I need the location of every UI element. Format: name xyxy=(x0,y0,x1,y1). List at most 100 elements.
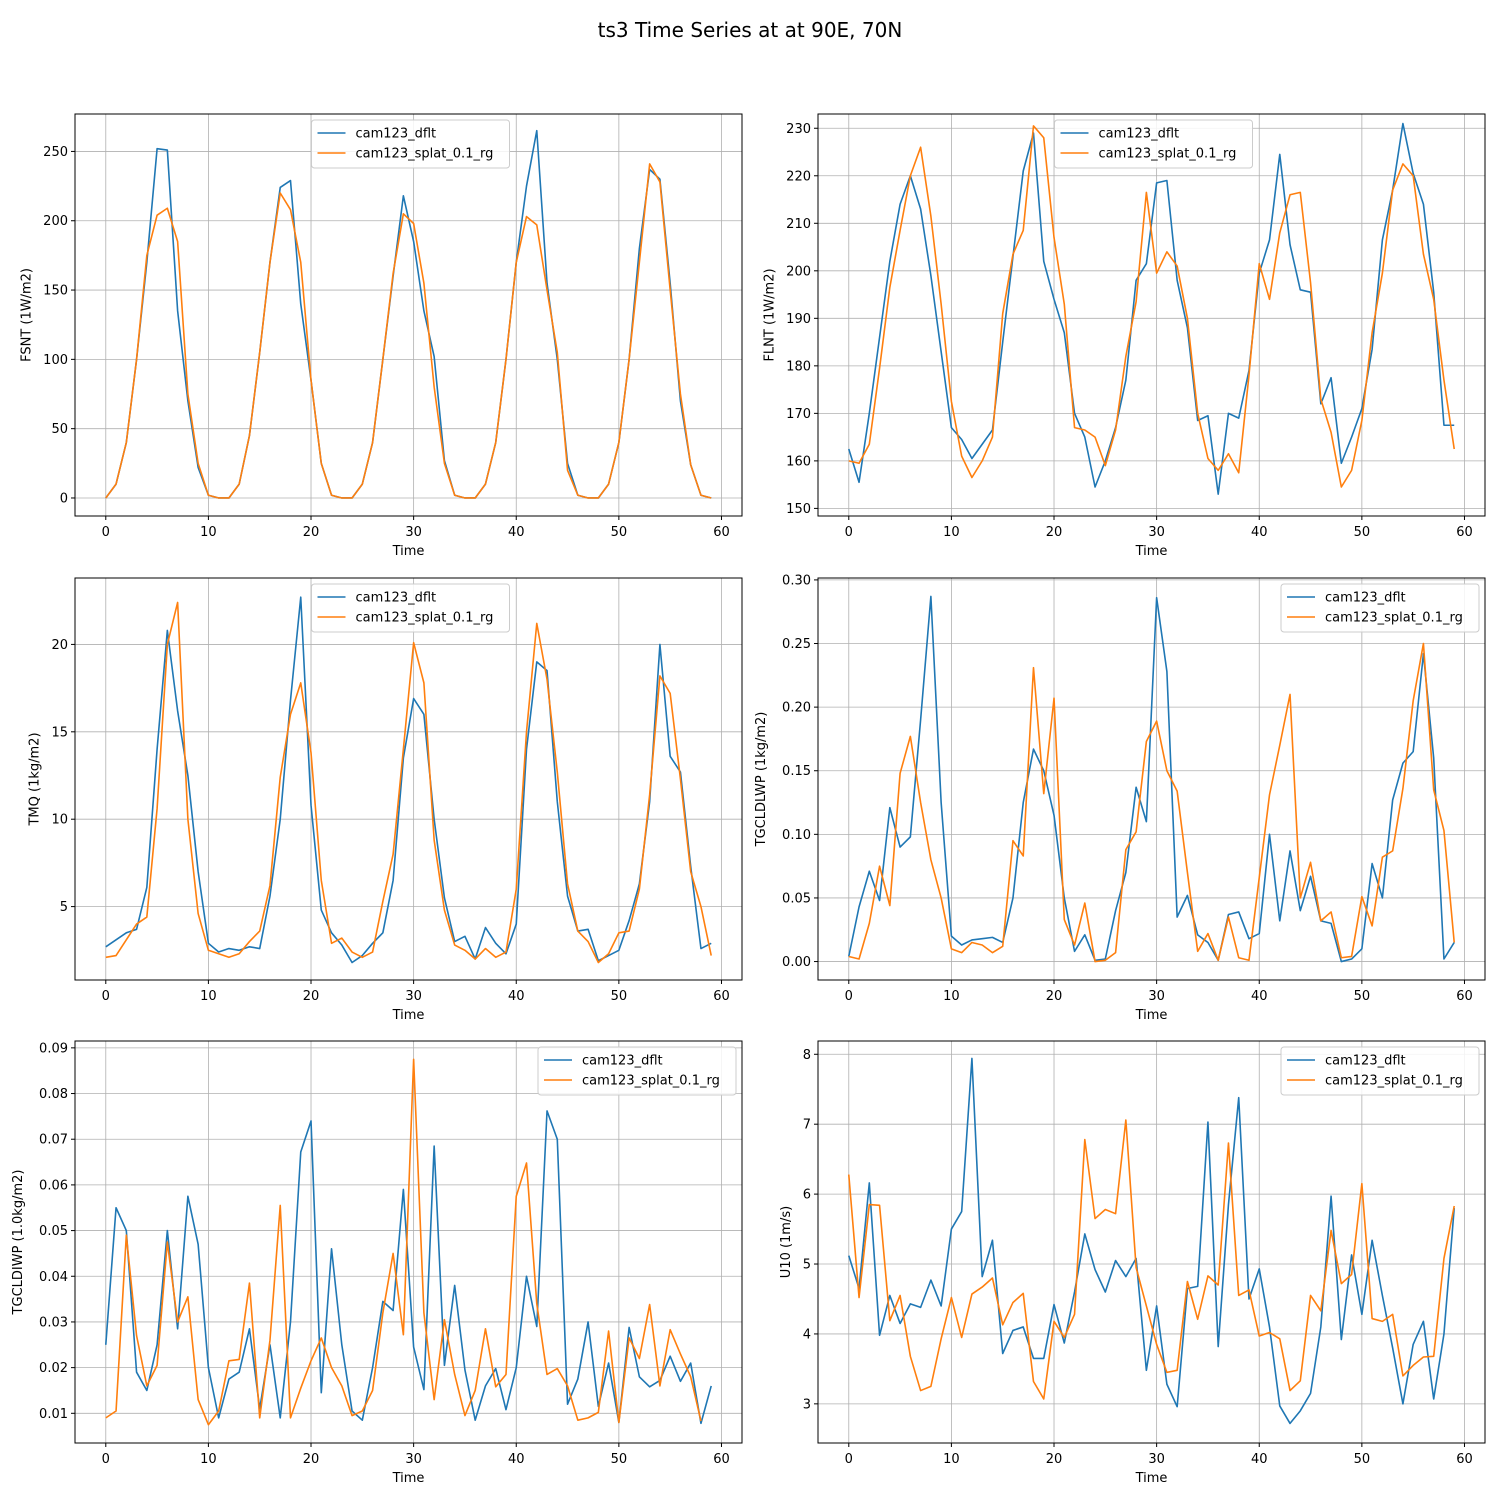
series-line-splat xyxy=(105,601,713,964)
x-tick-label: 50 xyxy=(611,989,628,1004)
series-line-splat xyxy=(105,163,712,499)
x-tick-label: 50 xyxy=(611,525,628,540)
y-tick-label: 0.09 xyxy=(39,1041,68,1056)
y-tick-label: 210 xyxy=(786,217,811,232)
x-tick-label: 50 xyxy=(611,1452,628,1467)
x-tick-label: 30 xyxy=(1148,1452,1165,1467)
axes-frame xyxy=(817,1040,1486,1444)
subplot-1: 0 10 20 30 40 50 60 0 50 100 150 200 250 Time FSNT (1W… xyxy=(19,113,743,559)
legend-label-dflt: cam123_dflt xyxy=(356,591,437,606)
x-tick-label: 60 xyxy=(713,1452,730,1467)
x-axis-label: Time xyxy=(392,1471,425,1486)
x-axis-label: Time xyxy=(392,544,425,559)
x-tick-label: 20 xyxy=(303,989,320,1004)
x-tick-label: 0 xyxy=(845,989,853,1004)
x-tick-label: 40 xyxy=(508,989,525,1004)
y-tick-label: 230 xyxy=(786,122,811,137)
legend-label-dflt: cam123_dflt xyxy=(1099,127,1180,142)
x-tick-label: 40 xyxy=(508,525,525,540)
x-axis-label: Time xyxy=(392,1008,425,1023)
axes-frame xyxy=(74,113,743,517)
subplot-3: 0 10 20 30 40 50 60 5 10 15 20 Time TMQ (1kg/m2) cam1… xyxy=(28,577,743,1023)
legend: cam123_dflt cam123_splat_0.1_rg xyxy=(1054,119,1253,169)
x-tick-label: 10 xyxy=(200,1452,217,1467)
y-tick-label: 0.30 xyxy=(782,573,811,588)
y-tick-label: 0.03 xyxy=(39,1315,68,1330)
y-tick-label: 0 xyxy=(60,491,68,506)
x-tick-label: 30 xyxy=(405,1452,422,1467)
y-tick-label: 170 xyxy=(786,407,811,422)
legend: cam123_dflt cam123_splat_0.1_rg xyxy=(311,583,510,633)
y-tick-label: 7 xyxy=(803,1118,811,1133)
y-tick-label: 0.02 xyxy=(39,1361,68,1376)
y-tick-label: 5 xyxy=(803,1258,811,1273)
y-tick-label: 6 xyxy=(803,1188,811,1203)
x-tick-label: 50 xyxy=(1354,525,1371,540)
axes-frame xyxy=(74,577,743,981)
x-tick-label: 20 xyxy=(303,1452,320,1467)
y-tick-label: 150 xyxy=(43,284,68,299)
legend-label-dflt: cam123_dflt xyxy=(356,127,437,142)
legend-label-splat: cam123_splat_0.1_rg xyxy=(356,611,494,626)
y-tick-label: 0.04 xyxy=(39,1270,68,1285)
y-tick-label: 180 xyxy=(786,359,811,374)
legend-label-splat: cam123_splat_0.1_rg xyxy=(356,147,494,162)
x-tick-label: 10 xyxy=(943,989,960,1004)
legend-label-dflt: cam123_dflt xyxy=(582,1054,663,1069)
series-line-dflt xyxy=(847,595,1455,963)
legend-label-dflt: cam123_dflt xyxy=(1325,591,1406,606)
subplot-5: 0 10 20 30 40 50 60 0.01 0.02 0.03 0.04 0.05 0.06 0.0… xyxy=(11,1040,743,1486)
x-tick-label: 30 xyxy=(405,525,422,540)
series-line-dflt xyxy=(104,1110,712,1425)
y-axis-label: FSNT (1W/m2) xyxy=(19,268,34,362)
x-tick-label: 50 xyxy=(1354,1452,1371,1467)
legend-label-splat: cam123_splat_0.1_rg xyxy=(1325,1074,1463,1089)
x-tick-label: 10 xyxy=(943,1452,960,1467)
y-tick-label: 3 xyxy=(803,1397,811,1412)
y-tick-label: 100 xyxy=(43,353,68,368)
y-tick-label: 160 xyxy=(786,454,811,469)
series-line-splat xyxy=(848,125,1456,488)
x-tick-label: 40 xyxy=(1251,1452,1268,1467)
x-tick-label: 20 xyxy=(1046,525,1063,540)
legend-label-splat: cam123_splat_0.1_rg xyxy=(1099,147,1237,162)
legend-box xyxy=(537,1046,737,1096)
series-line-dflt xyxy=(105,596,712,964)
axes-frame xyxy=(817,577,1486,981)
series-line-splat xyxy=(848,642,1456,963)
y-tick-label: 0.05 xyxy=(782,891,811,906)
y-tick-label: 50 xyxy=(51,422,68,437)
legend-box xyxy=(1280,583,1480,633)
y-axis-label: U10 (1m/s) xyxy=(779,1206,794,1278)
subplot-2: 0 10 20 30 40 50 60 150 160 170 180 190 200 210 220 230… xyxy=(762,113,1486,559)
x-tick-label: 60 xyxy=(713,525,730,540)
legend-box xyxy=(1054,119,1253,169)
legend-box xyxy=(311,119,510,169)
y-tick-label: 0.20 xyxy=(782,701,811,716)
y-tick-label: 10 xyxy=(51,813,68,828)
x-tick-label: 60 xyxy=(1456,1452,1473,1467)
y-tick-label: 15 xyxy=(51,725,68,740)
x-tick-label: 20 xyxy=(1046,989,1063,1004)
x-tick-label: 30 xyxy=(405,989,422,1004)
y-tick-label: 220 xyxy=(786,169,811,184)
y-tick-label: 0.25 xyxy=(782,637,811,652)
x-tick-label: 10 xyxy=(200,525,217,540)
x-tick-label: 30 xyxy=(1148,989,1165,1004)
y-tick-label: 5 xyxy=(60,900,68,915)
legend: cam123_dflt cam123_splat_0.1_rg xyxy=(311,119,510,169)
x-tick-label: 50 xyxy=(1354,989,1371,1004)
legend: cam123_dflt cam123_splat_0.1_rg xyxy=(537,1046,737,1096)
y-tick-label: 200 xyxy=(43,214,68,229)
y-tick-label: 190 xyxy=(786,312,811,327)
legend-box xyxy=(311,583,510,633)
y-tick-label: 0.06 xyxy=(39,1178,68,1193)
y-axis-label: TGCLDIWP (1.0kg/m2) xyxy=(11,1170,26,1316)
x-tick-label: 60 xyxy=(1456,525,1473,540)
x-tick-label: 10 xyxy=(943,525,960,540)
y-tick-label: 150 xyxy=(786,502,811,517)
legend-label-dflt: cam123_dflt xyxy=(1325,1054,1406,1069)
